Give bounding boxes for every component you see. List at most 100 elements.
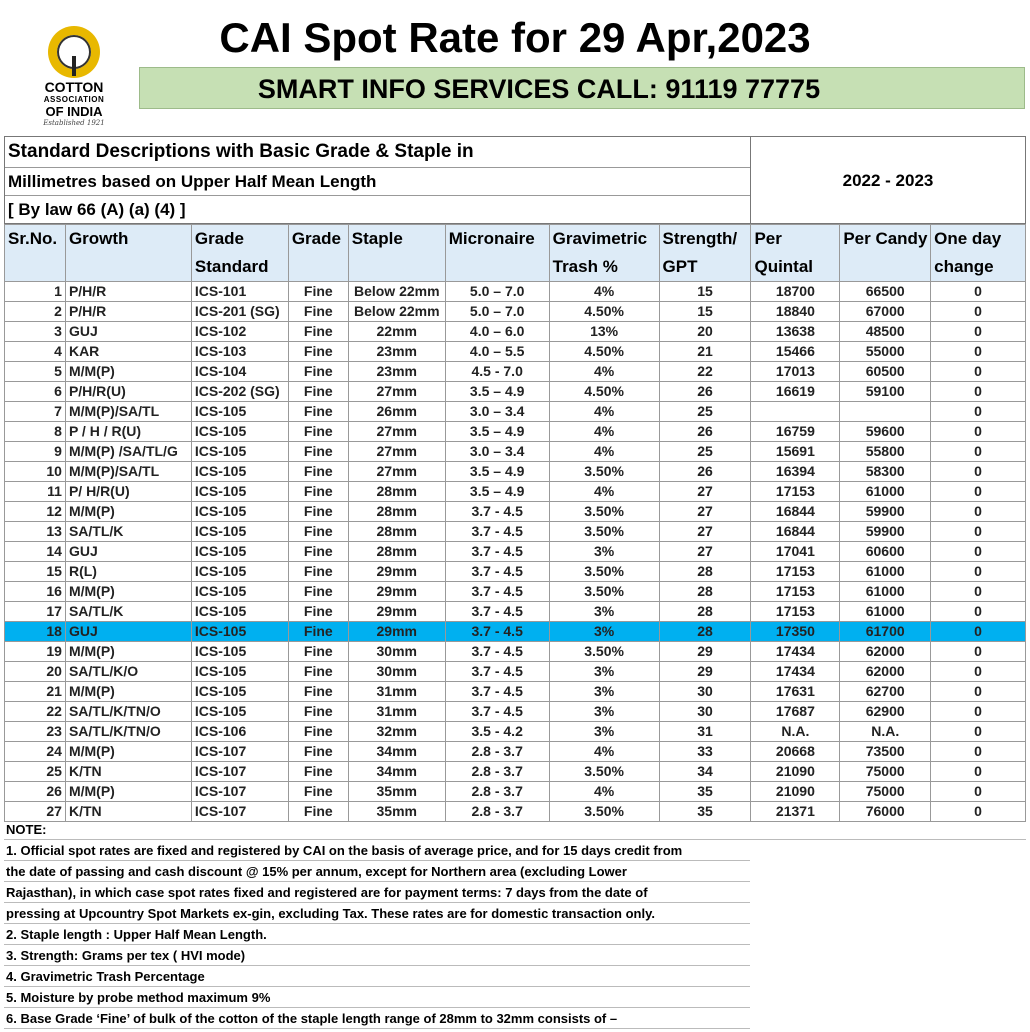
staple-cell: 31mm <box>347 681 446 702</box>
strength-cell: 15 <box>658 281 752 302</box>
page-title: CAI Spot Rate for 29 Apr,2023 <box>219 14 811 61</box>
per-candy-cell: 62000 <box>839 641 932 662</box>
micronaire-cell: 3.0 – 3.4 <box>444 401 550 422</box>
per-quintal-cell: 17153 <box>750 561 841 582</box>
sr-no-cell: 24 <box>4 741 66 762</box>
trash-cell: 4% <box>548 421 660 442</box>
cotton-boll-icon <box>48 26 100 78</box>
strength-cell: 26 <box>658 421 752 442</box>
micronaire-cell: 3.5 - 4.2 <box>444 721 550 742</box>
sr-no-cell: 2 <box>4 301 66 322</box>
sr-no-cell: 23 <box>4 721 66 742</box>
per-quintal-cell: 16844 <box>750 501 841 522</box>
grade-cell: Fine <box>287 801 349 822</box>
staple-cell: 28mm <box>347 481 446 502</box>
trash-cell: 4.50% <box>548 341 660 362</box>
grade-cell: Fine <box>287 701 349 722</box>
grade-standard-cell: ICS-105 <box>190 561 289 582</box>
trash-cell: 4% <box>548 401 660 422</box>
grade-standard-cell: ICS-105 <box>190 581 289 602</box>
strength-cell: 28 <box>658 601 752 622</box>
micronaire-cell: 3.5 – 4.9 <box>444 461 550 482</box>
grade-standard-cell: ICS-105 <box>190 501 289 522</box>
staple-cell: Below 22mm <box>347 301 446 322</box>
trash-cell: 4% <box>548 281 660 302</box>
micronaire-cell: 2.8 - 3.7 <box>444 781 550 802</box>
per-quintal-cell: 21371 <box>750 801 841 822</box>
sr-no-cell: 14 <box>4 541 66 562</box>
per-candy-cell: 62900 <box>839 701 932 722</box>
strength-cell: 28 <box>658 581 752 602</box>
growth-cell: SA/TL/K <box>64 601 192 622</box>
staple-cell: 32mm <box>347 721 446 742</box>
per-quintal-cell: 21090 <box>750 761 841 782</box>
strength-cell: 30 <box>658 681 752 702</box>
grade-cell: Fine <box>287 361 349 382</box>
column-header: Sr.No. <box>4 224 66 282</box>
per-candy-cell: 61000 <box>839 581 932 602</box>
column-header: Micronaire <box>444 224 550 282</box>
per-candy-cell: 59900 <box>839 501 932 522</box>
growth-cell: M/M(P) <box>64 361 192 382</box>
per-quintal-cell: 17153 <box>750 581 841 602</box>
note-5: 5. Moisture by probe method maximum 9% <box>4 987 750 1008</box>
grade-cell: Fine <box>287 561 349 582</box>
grade-standard-cell: ICS-105 <box>190 461 289 482</box>
micronaire-cell: 3.5 – 4.9 <box>444 481 550 502</box>
one-day-change-cell: 0 <box>930 281 1026 302</box>
staple-cell: 27mm <box>347 381 446 402</box>
grade-cell: Fine <box>287 741 349 762</box>
strength-cell: 27 <box>658 481 752 502</box>
note-1-line-1: 1. Official spot rates are fixed and reg… <box>4 840 750 861</box>
micronaire-cell: 4.5 - 7.0 <box>444 361 550 382</box>
per-candy-cell: 55000 <box>839 341 932 362</box>
one-day-change-cell: 0 <box>930 741 1026 762</box>
one-day-change-cell: 0 <box>930 381 1026 402</box>
growth-cell: SA/TL/K/TN/O <box>64 721 192 742</box>
sr-no-cell: 16 <box>4 581 66 602</box>
column-header: Grade <box>287 224 349 282</box>
contact-banner: SMART INFO SERVICES CALL: 91119 77775 <box>139 67 1025 109</box>
one-day-change-cell: 0 <box>930 721 1026 742</box>
strength-cell: 29 <box>658 661 752 682</box>
one-day-change-cell: 0 <box>930 581 1026 602</box>
grade-cell: Fine <box>287 761 349 782</box>
micronaire-cell: 4.0 – 6.0 <box>444 321 550 342</box>
growth-cell: P/H/R(U) <box>64 381 192 402</box>
grade-standard-cell: ICS-202 (SG) <box>190 381 289 402</box>
per-quintal-cell: 16844 <box>750 521 841 542</box>
per-candy-cell: 66500 <box>839 281 932 302</box>
per-quintal-cell: 17631 <box>750 681 841 702</box>
growth-cell: K/TN <box>64 761 192 782</box>
staple-cell: 29mm <box>347 621 446 642</box>
staple-cell: 27mm <box>347 421 446 442</box>
table-row: 10 M/M(P)/SA/TL ICS-105 Fine 27mm 3.5 – 4.9 3.… <box>4 461 1026 482</box>
one-day-change-cell: 0 <box>930 421 1026 442</box>
trash-cell: 4% <box>548 441 660 462</box>
one-day-change-cell: 0 <box>930 481 1026 502</box>
strength-cell: 28 <box>658 561 752 582</box>
column-header: Per Candy <box>839 224 932 282</box>
trash-cell: 4% <box>548 361 660 382</box>
trash-cell: 3.50% <box>548 801 660 822</box>
grade-cell: Fine <box>287 781 349 802</box>
table-row: 18 GUJ ICS-105 Fine 29mm 3.7 - 4.5 3% 28 17350 61… <box>4 621 1026 642</box>
logo-line-2: ASSOCIATION <box>43 95 105 104</box>
per-candy-cell: 58300 <box>839 461 932 482</box>
grade-cell: Fine <box>287 421 349 442</box>
logo-line-3: OF INDIA <box>45 104 103 119</box>
micronaire-cell: 3.7 - 4.5 <box>444 681 550 702</box>
standard-description: Standard Descriptions with Basic Grade &… <box>4 136 750 224</box>
per-candy-cell: 55800 <box>839 441 932 462</box>
sr-no-cell: 5 <box>4 361 66 382</box>
trash-cell: 3% <box>548 661 660 682</box>
micronaire-cell: 2.8 - 3.7 <box>444 761 550 782</box>
column-header: One day change <box>930 224 1026 282</box>
growth-cell: SA/TL/K <box>64 521 192 542</box>
sr-no-cell: 4 <box>4 341 66 362</box>
grade-cell: Fine <box>287 541 349 562</box>
strength-cell: 27 <box>658 501 752 522</box>
grade-standard-cell: ICS-105 <box>190 441 289 462</box>
table-row: 14 GUJ ICS-105 Fine 28mm 3.7 - 4.5 3% 27 17041 60… <box>4 541 1026 562</box>
note-3: 3. Strength: Grams per tex ( HVI mode) <box>4 945 750 966</box>
